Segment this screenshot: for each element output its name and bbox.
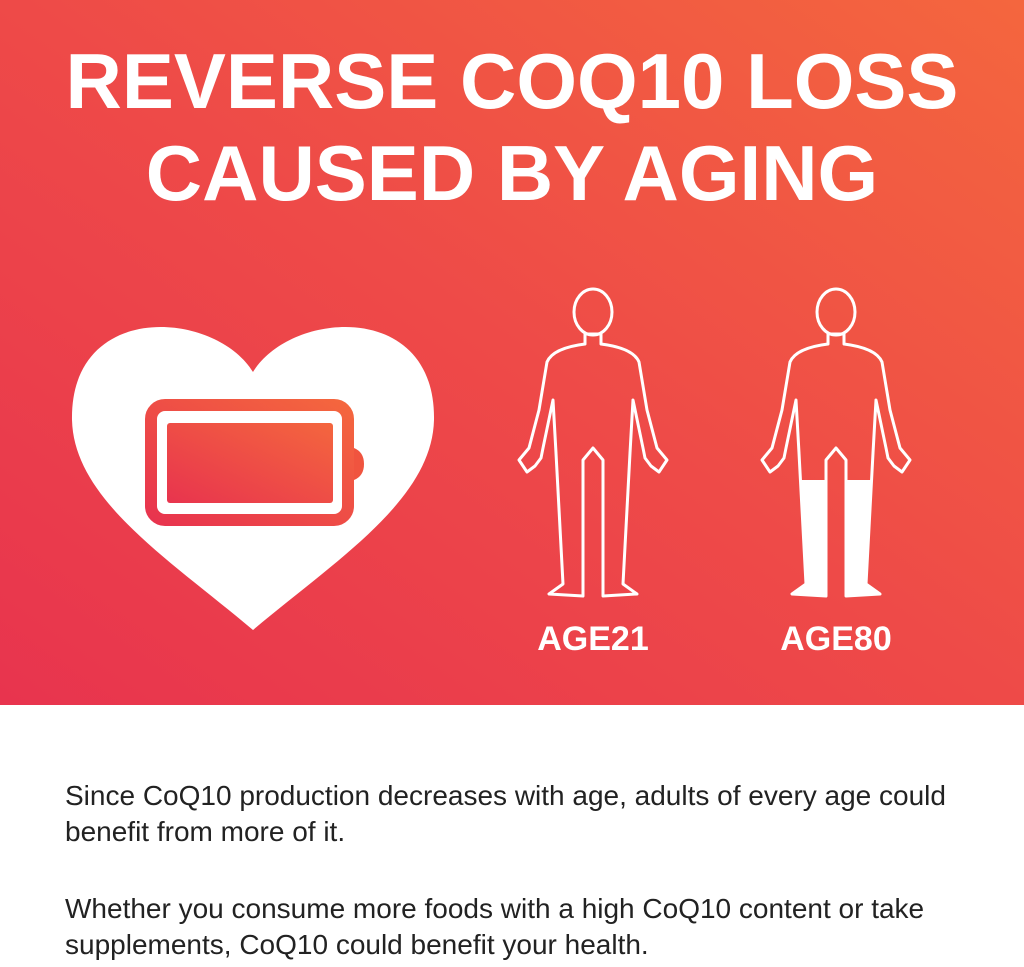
description-paragraph-2: Whether you consume more foods with a hi… xyxy=(65,893,925,960)
headline-line-2: CAUSED BY AGING xyxy=(145,129,879,217)
headline-line-1: REVERSE COQ10 LOSS xyxy=(65,37,959,125)
age-80-label: AGE80 xyxy=(780,620,892,658)
description-paragraph-1: Since CoQ10 production decreases with ag… xyxy=(65,780,946,847)
hero-banner: REVERSE COQ10 LOSS CAUSED BY AGING xyxy=(0,0,1024,705)
illustration xyxy=(145,287,912,598)
battery-full-icon xyxy=(145,399,364,526)
human-body-icon-age80 xyxy=(760,287,912,598)
human-body-icon-age21 xyxy=(517,287,669,598)
age-21-label: AGE21 xyxy=(537,620,649,658)
